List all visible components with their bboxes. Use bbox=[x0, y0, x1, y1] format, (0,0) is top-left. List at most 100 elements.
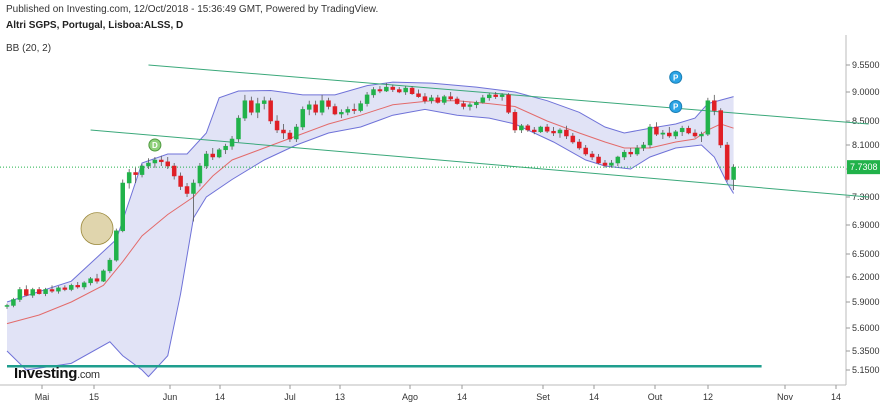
candle-body bbox=[274, 120, 280, 131]
candle-body bbox=[583, 147, 588, 155]
candle-body bbox=[519, 125, 524, 131]
candle-body bbox=[4, 305, 10, 307]
x-tick-label: Jun bbox=[163, 392, 178, 402]
candle-body bbox=[499, 94, 505, 97]
candle-body bbox=[364, 94, 370, 104]
x-tick-label: 13 bbox=[335, 392, 345, 402]
y-tick-label: 6.9000 bbox=[852, 220, 880, 230]
candle-body bbox=[512, 112, 518, 131]
candle-body bbox=[358, 103, 363, 111]
candle-body bbox=[448, 96, 453, 100]
channel-lower-line bbox=[90, 129, 869, 198]
candle-body bbox=[152, 159, 158, 164]
candle-body bbox=[30, 289, 35, 296]
logo-main: Investing bbox=[14, 365, 78, 382]
candle-body bbox=[255, 103, 261, 113]
candle-body bbox=[17, 289, 23, 300]
y-tick-label: 6.2000 bbox=[852, 272, 880, 282]
candle-body bbox=[673, 131, 678, 137]
candle-body bbox=[429, 97, 434, 101]
candle-body bbox=[56, 287, 61, 292]
candle-body bbox=[384, 86, 389, 92]
candle-body bbox=[422, 96, 428, 101]
candle-body bbox=[107, 259, 113, 272]
candle-body bbox=[242, 100, 248, 119]
candle-body bbox=[204, 153, 209, 167]
candle-body bbox=[660, 132, 666, 135]
candle-body bbox=[94, 278, 100, 282]
candle-body bbox=[229, 138, 235, 147]
candle-body bbox=[75, 285, 80, 288]
candle-body bbox=[345, 109, 351, 113]
candle-body bbox=[390, 86, 396, 90]
y-tick-label: 6.5000 bbox=[852, 249, 880, 259]
x-tick-label: 14 bbox=[457, 392, 467, 402]
candle-body bbox=[731, 166, 736, 180]
candle-body bbox=[43, 289, 48, 294]
event-marker-p1-label: P bbox=[673, 73, 679, 82]
candle-body bbox=[146, 162, 151, 167]
candle-body bbox=[339, 112, 344, 115]
candle-body bbox=[641, 144, 646, 149]
candle-body bbox=[326, 100, 331, 107]
candle-body bbox=[36, 289, 42, 294]
candle-body bbox=[171, 165, 177, 177]
candle-body bbox=[622, 151, 627, 158]
x-tick-label: Jul bbox=[284, 392, 296, 402]
candle-body bbox=[210, 153, 216, 158]
candle-body bbox=[88, 278, 93, 284]
candle-body bbox=[159, 159, 164, 163]
y-tick-label: 8.5000 bbox=[852, 116, 880, 126]
candle-body bbox=[557, 129, 563, 134]
candle-body bbox=[62, 287, 68, 290]
x-tick-label: 14 bbox=[831, 392, 841, 402]
candle-body bbox=[371, 89, 376, 96]
candle-body bbox=[223, 145, 228, 151]
candle-body bbox=[197, 165, 203, 184]
candle-body bbox=[184, 186, 190, 194]
candle-body bbox=[686, 127, 691, 134]
candle-body bbox=[294, 126, 299, 140]
candle-body bbox=[435, 97, 441, 103]
candle-body bbox=[313, 104, 318, 113]
candle-body bbox=[718, 110, 723, 146]
candle-body bbox=[615, 156, 621, 164]
candle-body bbox=[126, 172, 132, 184]
logo-suffix: .com bbox=[77, 369, 100, 381]
x-tick-label: Out bbox=[648, 392, 663, 402]
y-tick-label: 8.1000 bbox=[852, 140, 880, 150]
candle-body bbox=[480, 97, 486, 103]
x-tick-label: Nov bbox=[777, 392, 794, 402]
dividend-marker-label: D bbox=[152, 141, 158, 150]
candle-body bbox=[351, 109, 357, 111]
x-tick-label: Ago bbox=[402, 392, 418, 402]
candle-body bbox=[628, 151, 633, 155]
candle-body bbox=[441, 96, 447, 103]
candle-body bbox=[474, 102, 479, 106]
last-price-badge bbox=[847, 160, 880, 175]
candle-body bbox=[634, 147, 640, 155]
candle-body bbox=[487, 94, 492, 99]
y-tick-label: 9.0000 bbox=[852, 87, 880, 97]
candle-body bbox=[467, 104, 473, 107]
candle-body bbox=[396, 89, 402, 93]
candle-body bbox=[306, 104, 312, 110]
candle-body bbox=[261, 100, 267, 104]
candle-body bbox=[216, 149, 222, 158]
candle-body bbox=[287, 132, 293, 140]
candle-body bbox=[724, 144, 730, 180]
candle-body bbox=[139, 165, 145, 175]
candle-body bbox=[191, 182, 196, 194]
investing-logo: Investing.com bbox=[14, 365, 100, 382]
candle-body bbox=[81, 282, 87, 288]
candle-body bbox=[551, 130, 556, 134]
candle-body bbox=[11, 299, 16, 306]
candle-body bbox=[667, 132, 672, 137]
candle-body bbox=[69, 285, 74, 290]
candle-body bbox=[532, 129, 537, 133]
candle-body bbox=[596, 156, 601, 164]
x-tick-label: 14 bbox=[215, 392, 225, 402]
candle-body bbox=[679, 127, 685, 133]
candle-body bbox=[602, 162, 608, 166]
